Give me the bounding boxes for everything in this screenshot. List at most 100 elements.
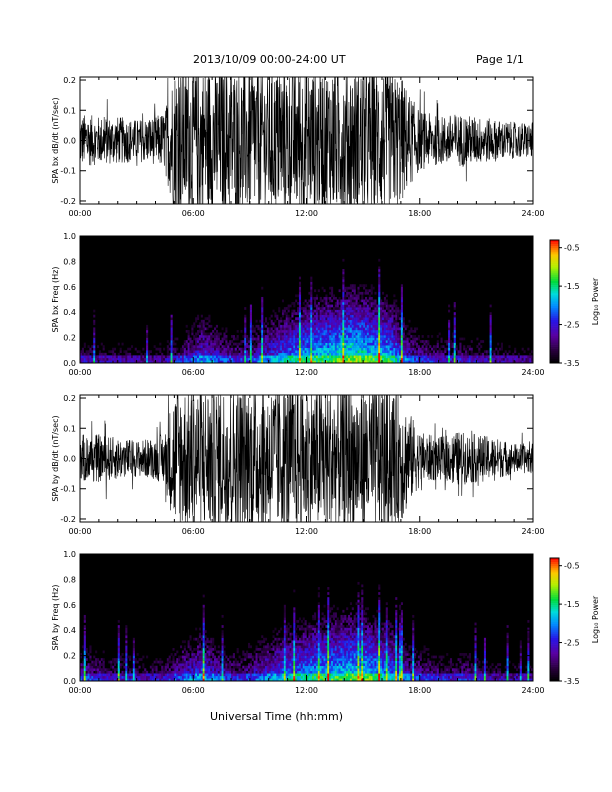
spectrogram-cell — [514, 357, 517, 361]
spectrogram-cell — [459, 337, 462, 341]
spectrogram-cell — [142, 663, 145, 666]
spectrogram-cell — [308, 670, 311, 674]
spectrogram-cell — [351, 319, 354, 323]
spectrogram-cell — [298, 653, 302, 656]
spectrogram-cell — [219, 675, 222, 679]
spectrogram-cell — [155, 347, 158, 351]
spectrogram-cell — [457, 350, 460, 354]
spectrogram-cell — [187, 360, 190, 364]
spectrogram-cell — [393, 319, 396, 323]
spectrogram-cell — [164, 675, 168, 679]
spectrogram-cell — [357, 355, 360, 359]
spectrogram-cell — [374, 332, 377, 336]
spectrogram-cell — [263, 360, 266, 364]
spectrogram-cell — [310, 302, 313, 305]
spectrogram-cell — [206, 322, 209, 326]
spectrogram-cell — [221, 357, 224, 361]
spectrogram-cell — [314, 337, 317, 341]
spectrogram-cell — [293, 627, 296, 631]
spectrogram-cell — [278, 324, 281, 328]
spectrogram-cell — [221, 670, 224, 674]
spectrogram-cell — [185, 650, 188, 654]
spectrogram-cell — [113, 352, 117, 356]
spectrogram-cell — [355, 296, 358, 300]
spectrogram-cell — [117, 627, 120, 631]
spectrogram-cell — [231, 678, 234, 682]
spectrogram-cell — [221, 340, 224, 343]
spectrogram-cell — [276, 327, 279, 331]
spectrogram-cell — [251, 673, 254, 677]
spectrogram-cell — [187, 663, 190, 666]
spectrogram-cell — [198, 347, 201, 351]
spectrogram-cell — [448, 322, 451, 326]
spectrogram-cell — [298, 335, 302, 338]
spectrogram-cell — [510, 355, 513, 359]
spectrogram-cell — [202, 668, 205, 672]
spectrogram-cell — [215, 678, 218, 682]
spectrogram-cell — [198, 668, 201, 672]
spectrogram-cell — [419, 340, 422, 343]
spectrogram-cell — [314, 329, 317, 333]
spectrogram-cell — [206, 355, 209, 359]
spectrogram-cell — [325, 332, 328, 336]
spectrogram-cell — [366, 345, 369, 348]
spectrogram-cell — [414, 335, 417, 338]
spectrogram-cell — [351, 337, 354, 341]
spectrogram-cell — [315, 309, 319, 313]
spectrogram-cell — [319, 317, 322, 321]
spectrogram-cell — [368, 317, 371, 321]
spectrogram-cell — [446, 360, 449, 364]
spectrogram-cell — [281, 314, 285, 318]
spectrogram-cell — [87, 345, 90, 348]
spectrogram-cell — [221, 350, 224, 354]
spectrogram-cell — [110, 665, 113, 669]
spectrogram-cell — [321, 347, 324, 351]
spectrogram-cell — [163, 360, 166, 364]
spectrogram-cell — [180, 678, 183, 682]
spectrogram-cell — [448, 350, 451, 354]
spectrogram-cell — [298, 658, 302, 661]
colorbar-segment — [550, 295, 559, 298]
spectrogram-cell — [427, 350, 430, 354]
panel-frame — [79, 235, 534, 364]
spectrogram-cell — [174, 350, 177, 354]
spectrogram-cell — [187, 332, 190, 336]
spectrogram-cell — [340, 360, 343, 364]
spectrogram-cell — [223, 668, 226, 672]
spectrogram-cell — [291, 360, 294, 364]
spectrogram-cell — [87, 663, 90, 666]
spectrogram-cell — [263, 658, 266, 661]
spectrogram-cell — [287, 665, 290, 669]
spectrogram-cell — [408, 352, 411, 356]
spectrogram-cell — [329, 357, 332, 361]
spectrogram-cell — [202, 352, 205, 356]
spectrogram-cell — [234, 342, 237, 346]
spectrogram-cell — [144, 670, 147, 674]
spectrogram-cell — [225, 678, 228, 682]
spectrogram-cell — [274, 329, 277, 333]
spectrogram-cell — [302, 342, 305, 346]
spectrogram-cell — [197, 637, 200, 641]
spectrogram-cell — [453, 304, 456, 308]
spectrogram-cell — [231, 357, 234, 361]
spectrogram-cell — [102, 345, 105, 348]
spectrogram-cell — [315, 345, 319, 348]
spectrogram-cell — [189, 347, 192, 351]
spectrogram-cell — [329, 332, 332, 336]
spectrogram-cell — [374, 345, 377, 348]
spectrogram-cell — [444, 347, 447, 351]
spectrogram-cell — [202, 653, 205, 656]
spectrogram-cell — [85, 658, 88, 661]
spectrogram-cell — [397, 309, 400, 313]
spectrogram-cell — [374, 291, 377, 295]
spectrogram-cell — [306, 342, 309, 346]
spectrogram-cell — [83, 625, 86, 628]
spectrogram-cell — [95, 668, 98, 672]
spectrogram-cell — [100, 678, 103, 682]
spectrogram-cell — [357, 291, 360, 295]
spectrogram-cell — [264, 324, 268, 328]
spectrogram-cell — [304, 653, 307, 656]
spectrogram-cell — [312, 625, 315, 628]
spectrogram-cell — [283, 665, 286, 669]
spectrogram-cell — [517, 352, 520, 356]
